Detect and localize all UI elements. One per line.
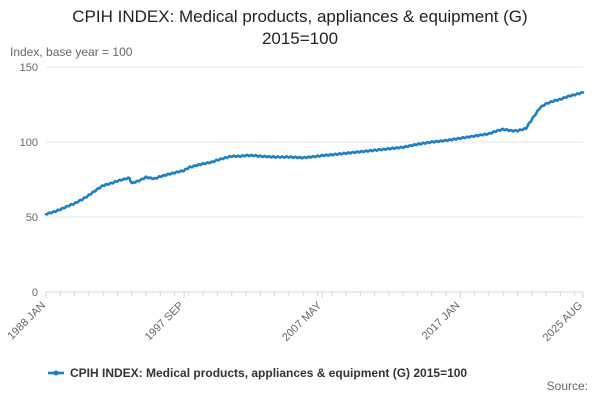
data-point (582, 91, 584, 94)
data-point (216, 159, 219, 161)
data-point (567, 95, 570, 98)
data-point (253, 154, 256, 157)
data-point (488, 132, 490, 135)
data-point (239, 155, 241, 158)
x-tick-label-3: 2017 JAN (420, 300, 463, 343)
data-point (230, 155, 233, 158)
data-point (145, 176, 147, 179)
data-point (73, 202, 76, 205)
data-point (153, 177, 156, 180)
chart-title: CPIH INDEX: Medical products, appliances… (0, 6, 600, 50)
data-point (516, 129, 519, 132)
legend-marker (53, 370, 59, 376)
data-point (124, 177, 127, 180)
data-point (402, 146, 405, 149)
data-point (128, 177, 131, 179)
data-point (159, 175, 162, 178)
y-tick-label-50: 50 (26, 212, 38, 224)
y-tick-label-100: 100 (20, 137, 38, 149)
axes: 0 50 100 150 1988 JAN 1997 SEP 2007 MAY 2017 JA… (5, 62, 585, 344)
data-point (553, 99, 556, 102)
x-tick-label-1: 1997 SEP (143, 300, 187, 344)
data-point (316, 155, 319, 158)
x-tick-label-4: 2025 AUG (541, 300, 585, 344)
data-point (496, 129, 499, 132)
data-point (388, 147, 390, 150)
data-point (130, 182, 133, 185)
legend[interactable]: CPIH INDEX: Medical products, appliances… (48, 366, 467, 380)
data-point (502, 128, 505, 131)
data-point (345, 152, 347, 155)
data-point (416, 143, 419, 146)
y-tick-label-150: 150 (20, 62, 38, 74)
x-tick-label-0: 1988 JAN (5, 300, 48, 343)
chart-title-line-1: CPIH INDEX: Medical products, appliances… (72, 7, 528, 26)
data-point (110, 182, 113, 185)
data-point (288, 156, 290, 158)
data-point (102, 184, 104, 187)
data-point (188, 166, 190, 169)
data-point (259, 155, 262, 158)
data-point (116, 180, 119, 182)
data-point (510, 129, 513, 132)
data-point (210, 161, 213, 164)
data-point (196, 164, 199, 167)
data-point (525, 127, 527, 130)
data-point (139, 179, 141, 182)
y-axis-label: Index, base year = 100 (10, 45, 133, 59)
x-tick-label-2: 2007 MAY (280, 299, 325, 344)
y-tick-label-0: 0 (32, 287, 38, 299)
data-point (321, 154, 324, 157)
data-point (539, 106, 541, 109)
data-point (167, 173, 170, 176)
data-point (459, 137, 462, 140)
data-point (330, 153, 333, 156)
data-point (302, 156, 304, 159)
data-point (88, 194, 90, 197)
data-point (373, 149, 376, 152)
source-label: Source: (546, 379, 588, 393)
data-point (473, 135, 476, 137)
data-point (53, 210, 56, 213)
data-point (359, 150, 362, 153)
data-point (82, 198, 84, 200)
data-point (224, 156, 227, 159)
data-point (67, 204, 70, 207)
data-point (559, 98, 562, 101)
data-point (59, 208, 62, 211)
data-point (96, 188, 98, 191)
data-point (273, 156, 276, 158)
data-point (173, 171, 176, 174)
series-line-0 (44, 90, 585, 216)
gridlines (46, 66, 583, 218)
data-point (545, 102, 547, 105)
data-point (183, 169, 185, 172)
data-point (202, 162, 204, 165)
data-point (430, 141, 433, 143)
data-point (445, 139, 447, 142)
data-point (245, 154, 247, 157)
chart-title-line-2: 2015=100 (261, 29, 339, 48)
series-layer (44, 90, 585, 216)
data-point (531, 118, 533, 121)
data-point (573, 93, 576, 96)
legend-label: CPIH INDEX: Medical products, appliances… (70, 366, 467, 380)
data-point (45, 213, 47, 215)
